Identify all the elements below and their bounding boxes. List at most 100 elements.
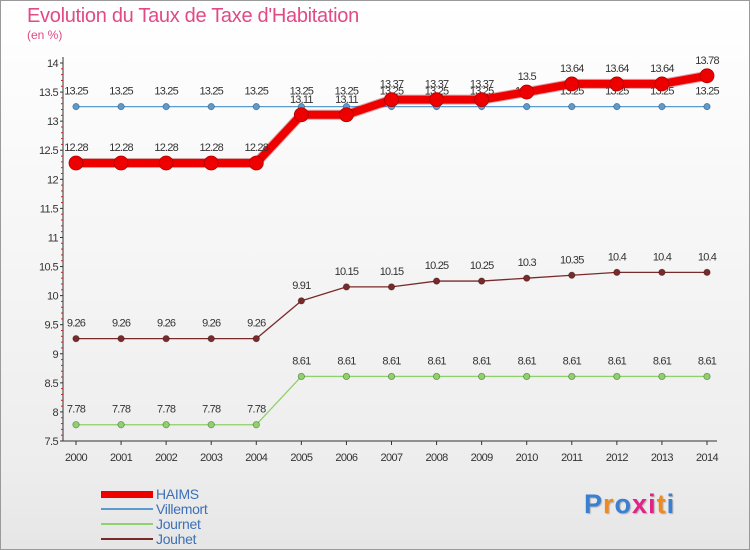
data-label-jouhet: 10.15 [335,266,359,278]
data-label-journet: 7.78 [67,404,86,416]
series-line-journet [75,375,708,426]
data-point-journet [252,421,260,429]
data-label-journet: 8.61 [608,355,627,367]
data-label-journet: 7.78 [247,404,266,416]
data-point-villemort [658,103,666,111]
data-point-journet [432,372,441,381]
y-tick-label: 9 [52,349,58,361]
data-point-jouhet [703,268,711,276]
y-tick-label: 11 [48,232,59,244]
y-tick-label: 9.5 [45,320,59,332]
data-label-jouhet: 10.25 [470,260,494,272]
data-label-jouhet: 10.4 [653,251,672,263]
y-tick-label: 7.5 [45,436,59,448]
x-tick-label: 2007 [380,452,403,464]
data-point-journet [658,372,666,381]
data-label-journet: 8.61 [337,355,356,367]
x-tick-label: 2011 [561,452,583,464]
data-label-haims: 13.64 [605,63,629,75]
x-tick-label: 2001 [110,452,133,464]
data-label-journet: 8.61 [292,355,311,367]
data-label-jouhet: 9.91 [292,280,311,292]
x-tick-label: 2002 [155,452,178,464]
data-label-villemort: 13.25 [245,86,269,98]
y-tick-label: 11.5 [40,203,59,215]
data-point-journet [342,372,351,381]
legend-label-villemort: Villemort [156,501,208,517]
data-point-haims [519,84,535,100]
data-point-jouhet [568,271,576,279]
data-label-journet: 8.61 [473,355,492,367]
legend-label-jouhet: Jouhet [156,531,197,547]
y-tick-label: 12 [47,174,59,186]
data-label-journet: 7.78 [112,404,131,416]
data-label-haims: 13.5 [518,71,537,83]
data-label-villemort: 13.25 [695,86,719,98]
logo-letter: x [632,489,649,519]
data-label-villemort: 13.25 [290,86,314,98]
data-label-journet: 8.61 [382,355,401,367]
chart-subtitle: (en %) [27,28,63,42]
data-label-jouhet: 10.15 [380,266,404,278]
data-label-journet: 7.78 [157,404,176,416]
data-point-journet [117,421,125,429]
x-tick-label: 2008 [426,452,449,464]
data-label-haims: 12.28 [109,142,133,154]
data-label-villemort: 13.25 [109,86,133,98]
data-point-villemort [207,103,215,111]
data-label-jouhet: 9.26 [112,318,131,330]
y-tick-label: 8 [52,407,58,419]
data-point-haims [609,76,625,92]
data-label-haims: 13.64 [650,63,674,75]
data-label-haims: 13.11 [290,94,313,106]
legend-swatch-villemort [101,508,153,510]
data-label-jouhet: 10.3 [518,257,537,269]
data-point-jouhet [297,297,305,305]
data-point-haims [699,68,715,84]
data-point-journet [162,421,170,429]
data-point-journet [523,372,531,381]
data-label-jouhet: 9.26 [247,318,266,330]
legend-swatch-journet [101,523,153,525]
data-point-jouhet [387,283,396,291]
data-point-jouhet [432,277,441,285]
x-tick-label: 2013 [651,452,674,464]
y-tick-label: 13 [47,116,59,128]
data-point-jouhet [252,335,260,343]
data-label-jouhet: 10.4 [698,251,717,263]
data-point-journet [207,421,215,429]
data-point-journet [387,372,396,381]
data-label-jouhet: 9.26 [67,318,86,330]
data-label-haims: 13.78 [695,55,719,67]
data-point-villemort [117,103,125,111]
data-point-jouhet [162,335,170,343]
y-tick-label: 12.5 [39,145,58,157]
legend-label-haims: HAIMS [156,486,199,502]
x-tick-label: 2010 [516,452,539,464]
legend-swatch-haims [101,491,153,498]
data-label-journet: 8.61 [427,355,446,367]
data-point-villemort [568,103,576,111]
x-tick-label: 2000 [65,452,88,464]
legend-label-journet: Journet [156,516,201,532]
data-point-haims [68,155,84,171]
data-point-jouhet [523,274,531,282]
data-label-haims: 12.28 [245,142,269,154]
data-label-journet: 8.61 [518,355,537,367]
data-label-journet: 7.78 [202,404,221,416]
data-point-journet [297,372,305,381]
data-label-jouhet: 9.26 [202,318,221,330]
data-label-jouhet: 10.35 [560,254,584,266]
data-point-villemort [162,103,170,111]
logo-letter: o [614,489,633,519]
data-label-haims: 13.37 [425,79,449,91]
data-point-jouhet [658,268,666,276]
x-tick-label: 2004 [245,452,268,464]
data-point-haims [474,92,490,108]
data-point-jouhet [613,268,621,276]
legend-swatch-jouhet [101,538,153,540]
data-point-journet [613,372,621,381]
data-label-villemort: 13.25 [154,86,178,98]
data-point-haims [113,155,129,171]
proxiti-logo: Proxiti [584,489,675,520]
